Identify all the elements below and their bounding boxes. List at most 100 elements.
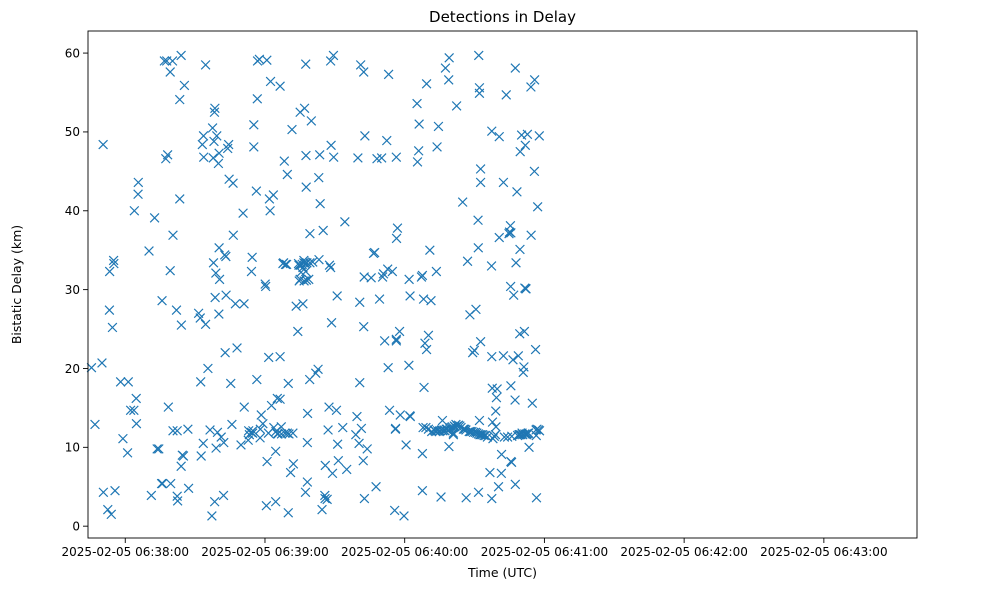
x-tick-label: 2025-02-05 06:41:00 (481, 545, 608, 559)
data-point (198, 152, 209, 162)
data-point (247, 252, 257, 263)
data-point (258, 418, 268, 429)
data-point (358, 321, 369, 332)
data-point (301, 182, 312, 192)
data-point (360, 131, 370, 141)
data-point (462, 256, 473, 267)
data-point (387, 266, 398, 277)
data-point (326, 140, 336, 151)
data-point (301, 275, 312, 285)
data-point (165, 478, 176, 489)
data-point (210, 103, 220, 114)
data-point (328, 152, 339, 162)
y-tick-label: 40 (65, 204, 80, 218)
data-point (153, 444, 164, 454)
data-point (421, 344, 432, 355)
data-point (281, 259, 292, 270)
data-point (526, 230, 536, 241)
data-point (417, 270, 428, 281)
data-point (444, 441, 454, 452)
data-point (392, 223, 403, 233)
data-point (417, 448, 428, 459)
y-tick-label: 30 (65, 283, 80, 297)
data-point (300, 266, 311, 277)
data-point (268, 190, 279, 200)
data-point (417, 485, 428, 496)
data-point (122, 448, 133, 458)
data-point (521, 284, 531, 294)
data-point (527, 398, 538, 408)
x-axis: 2025-02-05 06:38:00 2025-02-05 06:39:00 20… (62, 538, 888, 559)
data-point (260, 279, 271, 289)
data-point (520, 140, 531, 151)
data-point (222, 143, 233, 154)
data-point (512, 187, 522, 197)
data-point (354, 377, 365, 388)
data-point (270, 496, 281, 507)
data-point (426, 295, 436, 306)
data-point (413, 146, 424, 156)
data-point (291, 301, 302, 312)
data-point (168, 425, 178, 436)
data-point (302, 477, 313, 487)
data-point (486, 351, 497, 362)
data-point (102, 504, 113, 515)
data-point (473, 243, 484, 253)
data-point (486, 493, 497, 504)
data-point (444, 52, 454, 63)
data-point (213, 158, 224, 169)
data-point (436, 492, 446, 502)
data-point (280, 259, 291, 270)
data-point (324, 260, 335, 271)
data-point (395, 410, 406, 420)
data-point (326, 317, 337, 328)
data-point (262, 456, 272, 467)
x-tick-label: 2025-02-05 06:40:00 (341, 545, 468, 559)
data-point (362, 444, 373, 454)
data-point (341, 464, 352, 475)
data-point (475, 336, 486, 347)
data-point (458, 424, 469, 435)
data-point (432, 142, 442, 152)
data-point (534, 131, 545, 141)
data-point (320, 493, 330, 504)
data-point (514, 328, 525, 339)
data-point (534, 425, 545, 436)
data-point (433, 121, 444, 132)
data-point (425, 245, 435, 256)
data-point (437, 415, 448, 426)
data-point (211, 131, 222, 141)
data-point (256, 410, 267, 420)
data-point (317, 504, 327, 515)
data-point (506, 380, 516, 391)
data-point (404, 360, 414, 371)
data-point (197, 139, 208, 150)
data-point (178, 451, 189, 461)
data-point (323, 425, 333, 435)
data-point (108, 255, 119, 266)
data-point (369, 247, 380, 258)
data-point (473, 50, 484, 61)
data-point (152, 444, 162, 454)
data-point (358, 455, 369, 466)
data-point (209, 496, 220, 507)
data-point (131, 393, 142, 404)
data-point (218, 490, 229, 501)
data-point (209, 136, 219, 147)
data-point (522, 129, 533, 140)
data-point (352, 411, 362, 422)
data-point (318, 225, 329, 236)
data-point (165, 265, 176, 276)
data-point (283, 507, 294, 518)
data-point (389, 505, 400, 516)
data-point (515, 146, 526, 157)
data-point (248, 120, 259, 130)
data-point (133, 177, 144, 188)
data-point (131, 418, 142, 429)
data-point (195, 313, 206, 323)
data-point (374, 294, 385, 304)
data-point (487, 417, 498, 427)
data-point (325, 262, 336, 273)
data-point (492, 384, 502, 394)
data-point (287, 124, 297, 135)
